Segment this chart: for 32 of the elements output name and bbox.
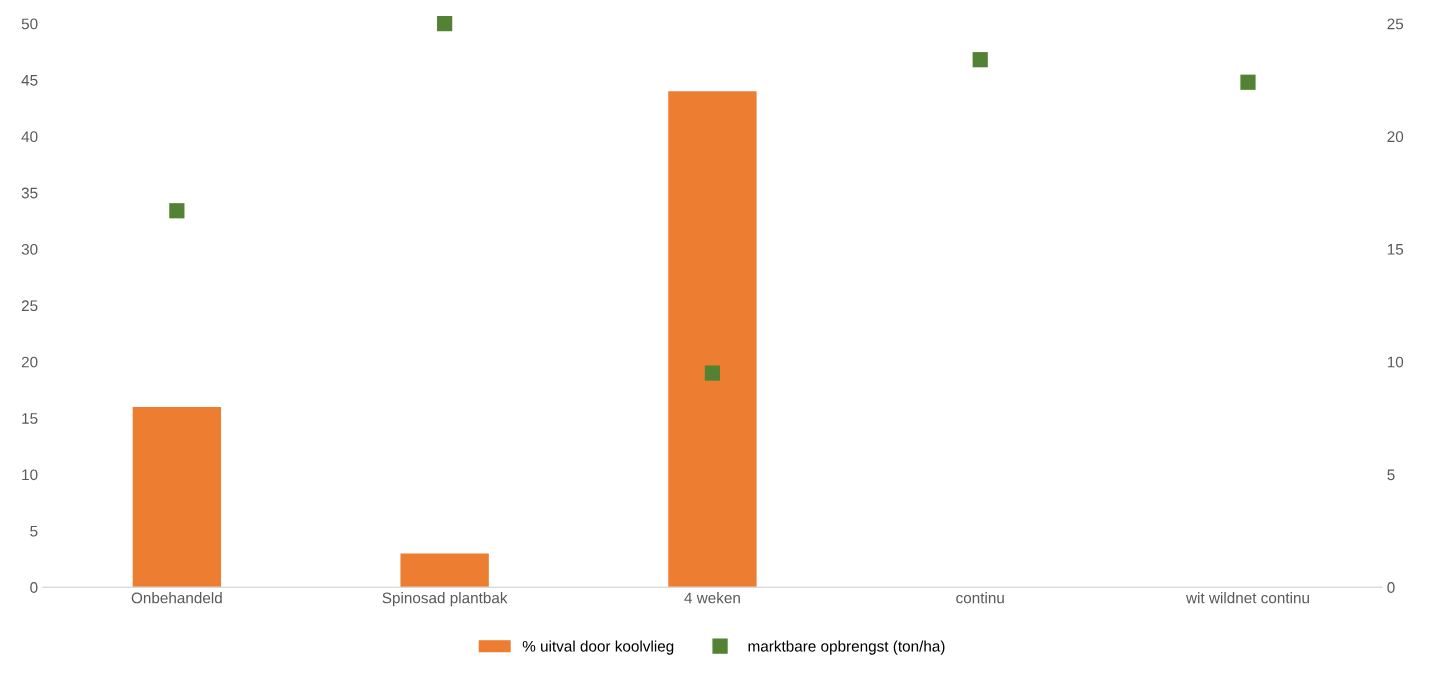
- x-tick-label: Onbehandeld: [131, 592, 222, 604]
- y2-tick-label: 15: [1387, 244, 1404, 255]
- y-tick-label: 15: [22, 413, 38, 424]
- bar: [400, 553, 489, 588]
- y2-tick-label: 20: [1387, 131, 1404, 143]
- y-tick-label: 35: [21, 187, 38, 199]
- point: [169, 203, 185, 219]
- y2-tick-label: 25: [1387, 18, 1404, 30]
- bar: [668, 91, 757, 588]
- point: [437, 16, 453, 32]
- x-tick-label: continu: [956, 592, 1004, 604]
- x-tick-label: Spinosad plantbak: [382, 592, 508, 607]
- y-tick-label: 25: [21, 300, 38, 312]
- legend-label: % uitval door koolvlieg: [522, 640, 674, 655]
- y-tick-label: 0: [30, 582, 38, 593]
- bar: [132, 406, 222, 588]
- y2-tick-label: 10: [1387, 356, 1404, 368]
- point: [972, 52, 988, 68]
- legend-label: marktbare opbrengst (ton/ha): [748, 640, 945, 655]
- y-tick-label: 40: [21, 131, 38, 143]
- y-tick-label: 30: [21, 243, 38, 255]
- y2-tick-label: 0: [1387, 582, 1395, 593]
- y-tick-label: 5: [30, 525, 38, 537]
- x-tick-label: wit wildnet continu: [1185, 592, 1309, 604]
- y-tick-label: 10: [22, 469, 38, 481]
- point: [1240, 74, 1256, 90]
- y2-tick-label: 5: [1387, 469, 1395, 481]
- y-tick-label: 50: [21, 18, 38, 30]
- x-tick-label: 4 weken: [684, 592, 740, 604]
- y-tick-label: 45: [21, 75, 38, 86]
- point: [704, 365, 721, 381]
- y-tick-label: 20: [21, 356, 38, 368]
